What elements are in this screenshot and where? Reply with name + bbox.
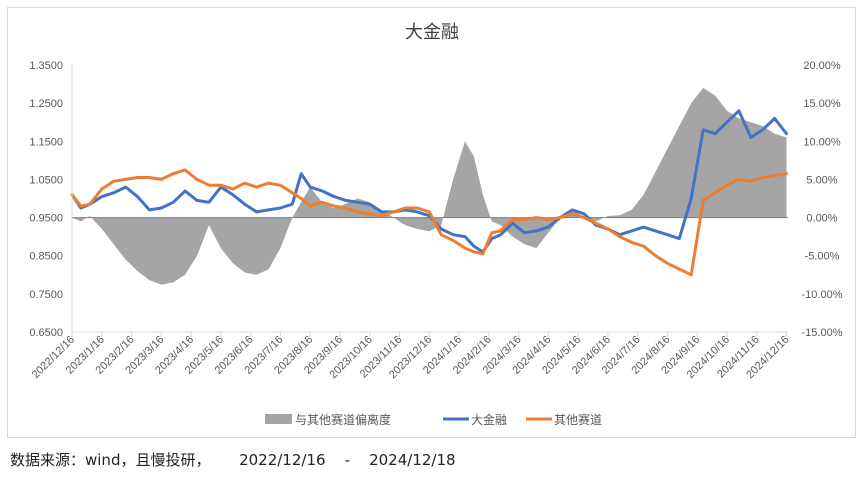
series-lines — [70, 109, 788, 277]
y-right-tick-label: 0.00% — [806, 213, 837, 225]
legend-label: 其他赛道 — [554, 412, 602, 427]
y-left-tick-label: 1.0500 — [29, 174, 63, 186]
deviation-area-shape — [72, 87, 787, 285]
series-line-dajinrong — [70, 109, 788, 254]
y-right-tick-label: -15.00% — [802, 327, 843, 339]
deviation-area — [72, 87, 787, 285]
series-line-qita — [70, 168, 788, 277]
legend: 与其他赛道偏离度 大金融 其他赛道 — [265, 412, 602, 427]
legend-label: 与其他赛道偏离度 — [295, 412, 391, 427]
chart-svg: 大金融 1.3500 1.2500 1.1500 1.0500 0.9500 0.8500… — [29, 22, 843, 427]
y-right-tick-label: 20.00% — [803, 60, 841, 72]
legend-label: 大金融 — [471, 412, 507, 427]
y-left-tick-label: 1.1500 — [29, 136, 63, 148]
source-note: 数据来源：wind，且慢投研， 2022/12/16 - 2024/12/18 — [10, 451, 456, 469]
y-left-tick-label: 0.9500 — [29, 213, 63, 225]
legend-swatch-area — [265, 414, 292, 424]
y-left-tick-label: 0.6500 — [29, 327, 63, 339]
y-left-tick-label: 0.8500 — [29, 251, 63, 263]
y-right-tick-label: -5.00% — [805, 251, 840, 263]
y-right-tick-label: 5.00% — [806, 174, 837, 186]
chart-frame: 大金融 1.3500 1.2500 1.1500 1.0500 0.9500 0.8500… — [7, 7, 856, 438]
y-left-tick-label: 0.7500 — [29, 289, 63, 301]
y-right-tick-label: 15.00% — [803, 98, 841, 110]
y-right-tick-label: -10.00% — [802, 289, 843, 301]
y-right-tick-label: 10.00% — [803, 136, 841, 148]
chart-title: 大金融 — [405, 22, 459, 43]
y-left-tick-label: 1.3500 — [29, 60, 63, 72]
y-left-tick-label: 1.2500 — [29, 98, 63, 110]
